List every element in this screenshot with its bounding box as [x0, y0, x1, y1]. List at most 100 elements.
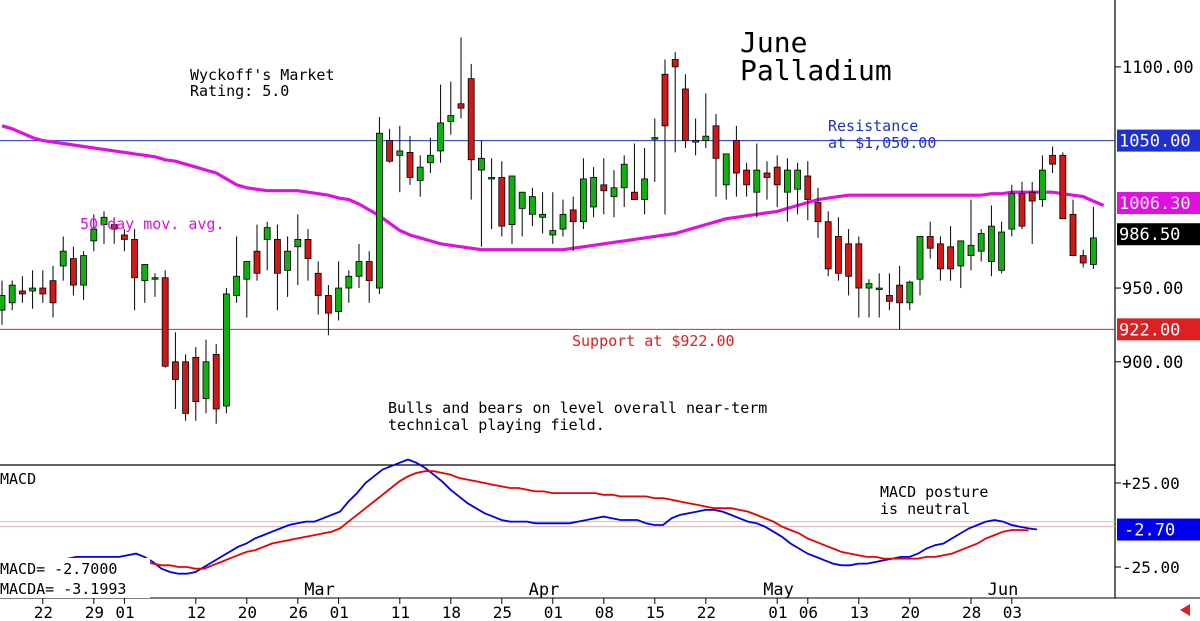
candle-body — [304, 238, 312, 259]
candle-body — [161, 277, 169, 367]
macd-title: MACD — [0, 470, 36, 488]
candle-body — [467, 78, 475, 161]
candle — [600, 158, 608, 215]
candle — [753, 143, 761, 218]
candle-body — [447, 115, 455, 122]
candle — [406, 136, 414, 185]
candle-body — [580, 178, 587, 223]
candle — [243, 261, 251, 318]
candle-body — [804, 175, 812, 200]
candle-body — [498, 177, 506, 227]
day-label: 03 — [1003, 603, 1022, 621]
candle-body — [916, 236, 924, 280]
candle-body — [386, 140, 394, 162]
candle — [1090, 206, 1097, 269]
candle-body — [590, 177, 597, 208]
candle — [457, 37, 465, 119]
day-label: 28 — [962, 603, 981, 621]
candle-body — [692, 140, 699, 143]
candle — [580, 158, 587, 230]
candle-body — [712, 125, 720, 159]
candle — [70, 246, 77, 296]
candle — [998, 221, 1005, 274]
candle — [1018, 181, 1026, 230]
y-tick-label: 900.00 — [1122, 353, 1183, 373]
grid-layer — [0, 0, 1200, 599]
candle-body — [641, 178, 648, 200]
candle-body — [794, 169, 801, 190]
candle-body — [947, 246, 954, 270]
candle-body — [39, 287, 47, 295]
day-label: 01 — [768, 603, 787, 621]
candle — [212, 344, 220, 424]
candle-body — [335, 287, 343, 313]
candle-body — [477, 157, 485, 171]
candle — [375, 117, 383, 294]
candle — [814, 187, 822, 238]
candle-body — [273, 238, 281, 274]
moving-average-line — [1, 124, 1105, 252]
month-label: Mar — [304, 580, 335, 600]
candle-body — [865, 283, 873, 289]
candle — [1059, 152, 1067, 220]
market-annotation: Bulls and bears on level overall near-te… — [388, 399, 767, 434]
candle-body — [1090, 237, 1097, 265]
candle — [631, 143, 638, 200]
day-label: 29 — [85, 603, 104, 621]
candle — [477, 140, 485, 247]
candle-body — [141, 264, 149, 282]
candle — [1008, 184, 1016, 237]
candle — [233, 236, 241, 303]
market-rating: Wyckoff's Market Rating: 5.0 — [190, 66, 335, 100]
ma-annotation: 50-day mov. avg. — [80, 215, 225, 233]
candle — [855, 236, 863, 318]
candle-body — [998, 231, 1005, 271]
candle-body — [263, 227, 271, 240]
y-tick-label: 1100.00 — [1122, 58, 1194, 78]
candle — [733, 125, 740, 197]
candle-body — [70, 258, 77, 286]
candle — [498, 161, 506, 237]
candle — [29, 270, 37, 309]
candle-body — [396, 150, 404, 156]
candle-body — [151, 277, 159, 280]
candle-body — [845, 243, 852, 277]
candle — [100, 211, 108, 244]
candle — [18, 276, 26, 303]
candle — [0, 280, 6, 325]
candle — [651, 118, 659, 182]
day-label: 18 — [442, 603, 461, 621]
candle — [702, 93, 710, 148]
candle — [437, 84, 445, 163]
candle — [273, 224, 281, 311]
candle-body — [1039, 169, 1046, 200]
candle-body — [886, 295, 893, 302]
candle-body — [488, 177, 496, 180]
day-label: 22 — [34, 603, 53, 621]
candle-body — [722, 153, 730, 186]
candle-body — [559, 213, 567, 230]
month-label: Jun — [988, 580, 1019, 600]
candle-body — [1059, 154, 1067, 220]
candle — [1039, 155, 1046, 207]
candle — [661, 59, 669, 215]
candle-body — [518, 191, 526, 209]
candle — [620, 155, 628, 207]
candle-body — [529, 196, 536, 215]
candle-body — [600, 184, 608, 192]
candle — [763, 161, 771, 200]
day-label: 15 — [646, 603, 665, 621]
candle-body — [906, 281, 914, 304]
candle — [712, 114, 720, 197]
candle — [508, 175, 516, 244]
resistance-axis-box — [1117, 129, 1200, 152]
candle — [671, 52, 679, 153]
candle — [182, 354, 190, 421]
macd-series-macd — [0, 458, 1038, 580]
day-label: 01 — [544, 603, 563, 621]
support-annotation: Support at $922.00 — [572, 332, 735, 350]
candle — [682, 74, 689, 148]
macd-value-label: -2.70 — [1124, 521, 1175, 541]
macd-tick-label: -25.00 — [1122, 558, 1180, 577]
